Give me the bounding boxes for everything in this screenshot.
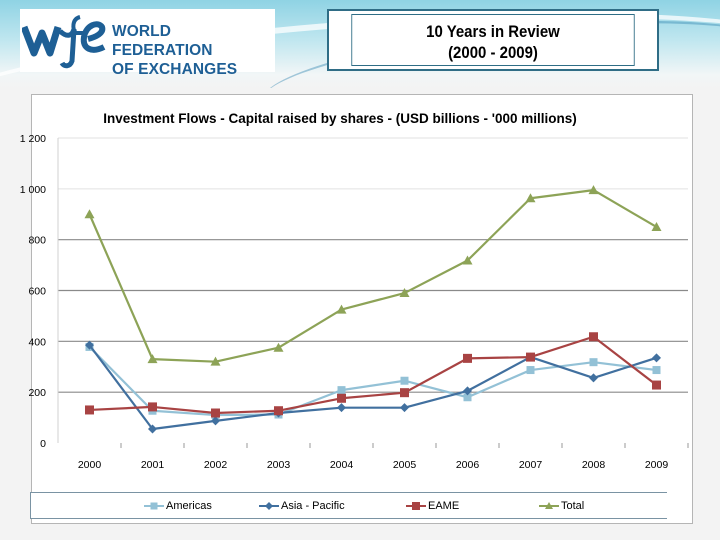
data-point-total bbox=[525, 193, 536, 203]
logo-line-1: WORLD FEDERATION bbox=[112, 23, 213, 59]
data-point-asia-pacific bbox=[337, 403, 346, 413]
series-line-asia-pacific bbox=[88, 344, 657, 431]
series-asia-pacific bbox=[85, 340, 661, 434]
data-point-eame bbox=[337, 393, 346, 403]
x-tick-label: 2001 bbox=[141, 459, 165, 471]
series-eame bbox=[85, 332, 661, 418]
legend-triangle-marker-icon bbox=[539, 502, 559, 509]
data-point-total bbox=[462, 255, 473, 265]
data-point-americas bbox=[400, 376, 409, 385]
data-point-asia-pacific bbox=[211, 416, 220, 426]
x-tick-label: 2009 bbox=[645, 459, 669, 471]
data-point-americas bbox=[337, 386, 346, 395]
x-tick-label: 2004 bbox=[330, 459, 354, 471]
y-tick-label: 0 bbox=[40, 438, 46, 450]
data-point-total bbox=[273, 342, 284, 352]
axes: 0 200 400 600 800 1 000 1 200 2000 2001 2002 2003 2… bbox=[20, 133, 689, 471]
data-point-americas bbox=[652, 366, 661, 375]
series-lines bbox=[84, 185, 662, 434]
x-tick-label: 2002 bbox=[204, 459, 228, 471]
series-line-eame bbox=[89, 335, 658, 415]
legend-item-eame: EAME bbox=[406, 499, 459, 513]
slide-title-box: 10 Years in Review (2000 - 2009) bbox=[327, 9, 659, 71]
series-line-americas bbox=[88, 346, 657, 417]
x-tick-label: 2003 bbox=[267, 459, 291, 471]
data-point-total bbox=[84, 209, 95, 219]
data-point-americas bbox=[526, 366, 535, 375]
legend-item-total: Total bbox=[539, 499, 584, 513]
y-tick-label: 1 000 bbox=[20, 184, 46, 196]
wfe-logo: WORLD FEDERATION OF EXCHANGES bbox=[20, 9, 275, 78]
data-point-asia-pacific bbox=[400, 403, 409, 413]
legend-diamond-marker-icon bbox=[259, 502, 279, 510]
legend-label: Americas bbox=[166, 500, 212, 512]
x-tick-label: 2000 bbox=[78, 459, 102, 471]
y-tick-label: 200 bbox=[28, 387, 46, 399]
data-point-eame bbox=[211, 408, 220, 418]
legend-label: Asia - Pacific bbox=[281, 500, 345, 512]
data-point-total bbox=[210, 356, 221, 366]
legend-label: EAME bbox=[428, 500, 460, 512]
data-point-total bbox=[588, 185, 599, 195]
x-tick-label: 2007 bbox=[519, 459, 543, 471]
logo-text: WORLD FEDERATION OF EXCHANGES bbox=[112, 22, 275, 79]
data-point-americas bbox=[463, 393, 472, 402]
data-point-total bbox=[651, 221, 662, 231]
data-point-asia-pacific bbox=[652, 353, 661, 363]
x-tick-label: 2005 bbox=[393, 459, 417, 471]
data-point-asia-pacific bbox=[148, 424, 157, 434]
legend-item-asia-pacific: Asia - Pacific bbox=[259, 499, 345, 513]
data-point-americas bbox=[589, 358, 598, 367]
data-point-eame bbox=[274, 406, 283, 416]
gridlines bbox=[58, 137, 688, 393]
data-point-eame bbox=[526, 352, 535, 362]
slide-title: 10 Years in Review (2000 - 2009) bbox=[351, 14, 635, 66]
legend-square-marker-icon bbox=[144, 502, 164, 510]
header-banner: WORLD FEDERATION OF EXCHANGES 10 Years i… bbox=[0, 0, 720, 88]
data-point-eame bbox=[148, 402, 157, 412]
y-tick-label: 400 bbox=[28, 336, 46, 348]
series-total bbox=[84, 185, 662, 366]
data-point-total bbox=[147, 354, 158, 364]
chart-legend: Americas Asia - Pacific EAME Total bbox=[30, 492, 667, 519]
data-point-eame bbox=[652, 380, 661, 390]
data-point-eame bbox=[589, 332, 598, 342]
y-tick-label: 800 bbox=[28, 235, 46, 247]
legend-square-marker-icon bbox=[406, 502, 426, 510]
legend-item-americas: Americas bbox=[144, 499, 212, 513]
x-tick-label: 2006 bbox=[456, 459, 480, 471]
wfe-logo-icon bbox=[22, 15, 106, 69]
slide-title-line-2: (2000 - 2009) bbox=[448, 43, 538, 62]
chart-frame bbox=[31, 94, 693, 524]
data-point-asia-pacific bbox=[463, 386, 472, 396]
chart-title: Investment Flows - Capital raised by sha… bbox=[103, 111, 577, 126]
data-point-total bbox=[399, 288, 410, 298]
logo-line-2: OF EXCHANGES bbox=[112, 61, 238, 78]
data-point-asia-pacific bbox=[85, 340, 94, 350]
data-point-asia-pacific bbox=[589, 373, 598, 383]
y-tick-label: 1 200 bbox=[20, 133, 46, 145]
slide-title-line-1: 10 Years in Review bbox=[426, 22, 560, 41]
series-line-total bbox=[88, 189, 658, 363]
data-point-total bbox=[336, 304, 347, 314]
data-point-eame bbox=[85, 405, 94, 415]
data-point-eame bbox=[400, 388, 409, 398]
data-point-eame bbox=[463, 353, 472, 363]
y-tick-label: 600 bbox=[28, 286, 46, 298]
legend-label: Total bbox=[561, 500, 585, 512]
x-tick-label: 2008 bbox=[582, 459, 606, 471]
